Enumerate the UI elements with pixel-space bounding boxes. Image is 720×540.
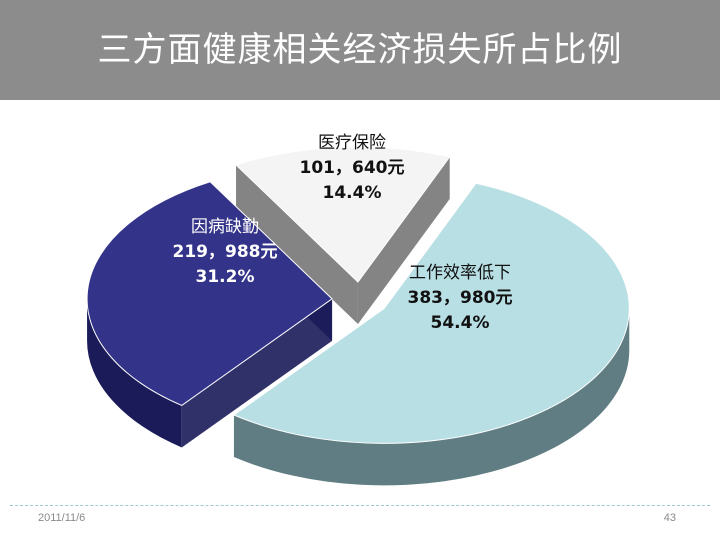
pie-chart: 工作效率低下 383，980元 54.4% 因病缺勤 219，988元 31.2% 医疗保险…	[86, 133, 630, 486]
pie-slice	[232, 182, 630, 444]
slice-percent-label: 54.4%	[431, 313, 490, 333]
slice-name-label: 因病缺勤	[191, 217, 259, 237]
slice-name-label: 工作效率低下	[409, 263, 511, 283]
pie-slice-edge	[236, 164, 358, 325]
pie-slice	[86, 181, 333, 407]
slice-value-label: 101，640元	[300, 158, 405, 178]
pie-slice-side	[233, 308, 630, 486]
title-bar: 三方面健康相关经济损失所占比例	[0, 0, 720, 100]
page-number: 43	[663, 512, 676, 524]
slice-name-label: 医疗保险	[318, 133, 386, 153]
pie-slice	[235, 146, 451, 283]
slice-value-label: 219，988元	[173, 242, 278, 262]
footer-divider	[10, 505, 710, 506]
slice-percent-label: 14.4%	[323, 183, 382, 203]
footer-date: 2011/11/6	[38, 512, 86, 524]
pie-slice-edge	[357, 156, 450, 325]
slice-value-label: 383，980元	[408, 288, 513, 308]
pie-slice-edge	[181, 298, 333, 448]
slice-percent-label: 31.2%	[196, 267, 255, 287]
pie-slice-side	[87, 298, 182, 448]
slide-title: 三方面健康相关经济损失所占比例	[97, 30, 623, 70]
